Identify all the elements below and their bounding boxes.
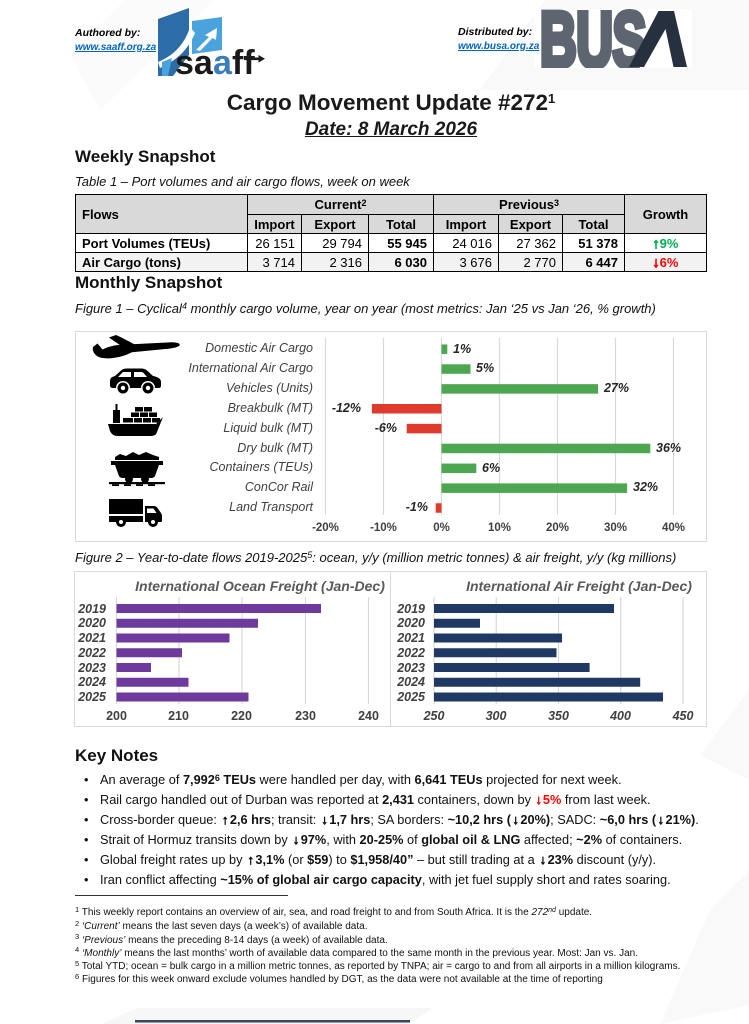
- svg-text:ff: ff: [232, 44, 255, 80]
- svg-text:sa: sa: [175, 44, 214, 80]
- svg-text:BUS: BUS: [540, 9, 646, 68]
- svg-text:a: a: [213, 44, 233, 80]
